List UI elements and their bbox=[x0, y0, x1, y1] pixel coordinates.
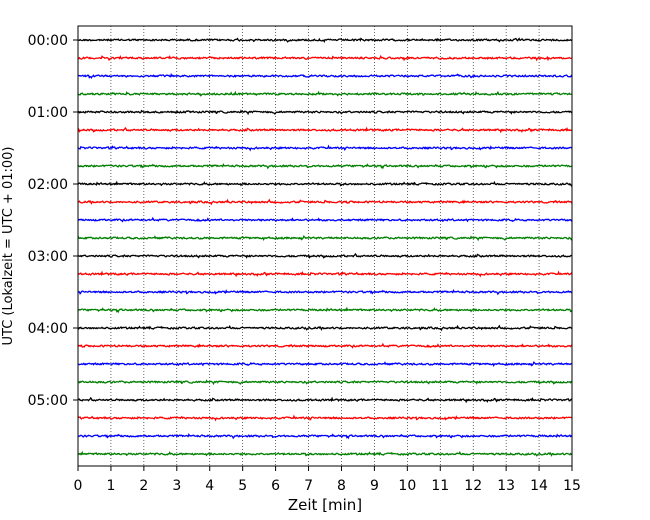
trace-0430 bbox=[77, 360, 573, 367]
trace-0315 bbox=[77, 270, 573, 278]
trace-0445 bbox=[77, 379, 573, 386]
trace-0330 bbox=[77, 288, 573, 296]
grid-lines bbox=[110, 26, 540, 466]
x-tick-label-10: 10 bbox=[398, 478, 416, 494]
x-tick-label-3: 3 bbox=[172, 478, 181, 494]
trace-0530 bbox=[77, 432, 573, 440]
y-tick-label-02:00: 02:00 bbox=[28, 177, 68, 193]
x-tick-label-12: 12 bbox=[464, 478, 482, 494]
trace-0500 bbox=[77, 396, 573, 404]
trace-0015 bbox=[77, 54, 573, 62]
x-tick-label-2: 2 bbox=[139, 478, 148, 494]
trace-0400 bbox=[77, 324, 573, 332]
y-axis-label: UTC (Lokalzeit = UTC + 01:00) bbox=[1, 147, 16, 346]
y-tick-label-01:00: 01:00 bbox=[28, 105, 68, 121]
x-tick-label-11: 11 bbox=[431, 478, 449, 494]
x-tick-label-7: 7 bbox=[304, 478, 313, 494]
x-tick-label-4: 4 bbox=[205, 478, 214, 494]
trace-0145 bbox=[77, 162, 573, 170]
plot-frame bbox=[77, 25, 573, 467]
trace-0030 bbox=[77, 72, 573, 80]
trace-0230 bbox=[77, 216, 573, 223]
trace-0000 bbox=[77, 37, 573, 44]
x-tick-label-13: 13 bbox=[497, 478, 515, 494]
trace-0245 bbox=[77, 234, 573, 242]
x-tick-label-9: 9 bbox=[370, 478, 379, 494]
trace-0300 bbox=[77, 252, 573, 259]
y-axis: 00:00 01:00 02:00 03:00 04:00 05:00 bbox=[28, 33, 78, 409]
x-tick-label-8: 8 bbox=[337, 478, 346, 494]
trace-0515 bbox=[77, 414, 573, 422]
trace-0115 bbox=[77, 126, 573, 134]
trace-0345 bbox=[77, 306, 573, 314]
trace-0100 bbox=[77, 109, 573, 116]
x-tick-label-1: 1 bbox=[106, 478, 115, 494]
trace-0130 bbox=[77, 144, 573, 152]
y-tick-label-00:00: 00:00 bbox=[28, 33, 68, 49]
x-tick-label-14: 14 bbox=[530, 478, 548, 494]
x-axis: 0 1 2 3 4 5 6 7 8 9 10 11 12 13 14 15 bbox=[74, 466, 581, 494]
y-tick-label-03:00: 03:00 bbox=[28, 249, 68, 265]
x-tick-label-0: 0 bbox=[74, 478, 83, 494]
trace-0415 bbox=[77, 342, 573, 349]
trace-series bbox=[77, 37, 573, 457]
trace-0215 bbox=[77, 198, 573, 206]
trace-0045 bbox=[77, 90, 573, 97]
x-axis-label: Zeit [min] bbox=[288, 496, 362, 514]
trace-0200 bbox=[77, 180, 573, 187]
x-tick-label-6: 6 bbox=[271, 478, 280, 494]
y-tick-label-04:00: 04:00 bbox=[28, 321, 68, 337]
x-tick-label-5: 5 bbox=[238, 478, 247, 494]
y-tick-label-05:00: 05:00 bbox=[28, 393, 68, 409]
x-tick-label-15: 15 bbox=[563, 478, 581, 494]
trace-0545 bbox=[77, 450, 573, 457]
